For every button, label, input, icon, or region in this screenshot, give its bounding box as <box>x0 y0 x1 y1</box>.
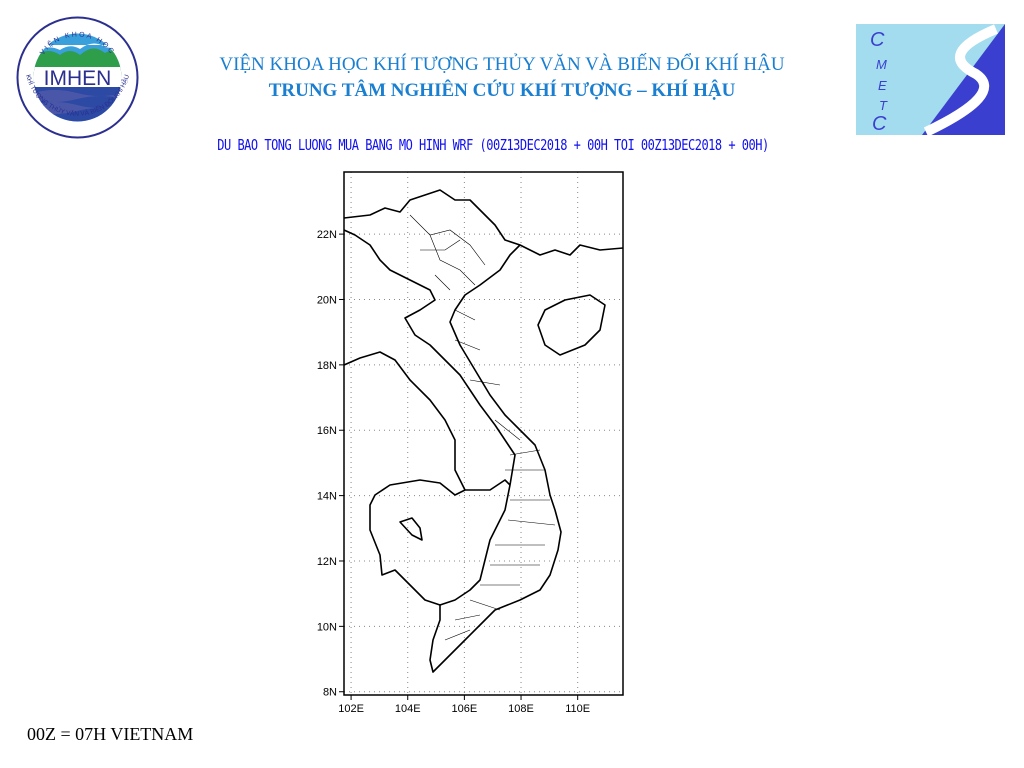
institute-title: VIỆN KHOA HỌC KHÍ TƯỢNG THỦY VĂN VÀ BIẾN… <box>219 54 785 75</box>
lat-tick-label: 18N <box>317 360 337 372</box>
forecast-title: DU BAO TONG LUONG MUA BANG MO HINH WRF (… <box>217 136 769 154</box>
china-coast <box>519 244 624 256</box>
svg-text:IMHEN: IMHEN <box>44 67 112 90</box>
svg-text:M: M <box>876 57 887 72</box>
cambodia-vietnam-border <box>465 479 511 491</box>
map-frame <box>343 171 624 696</box>
svg-text:C: C <box>872 113 887 135</box>
lat-tick-label: 20N <box>317 294 337 306</box>
cmetc-logo: C M E T C <box>856 24 1005 135</box>
lat-tick-label: 8N <box>323 687 337 699</box>
lon-tick-label: 104E <box>395 703 421 715</box>
map-grid <box>344 172 623 695</box>
province-borders <box>409 214 556 641</box>
lon-tick-label: 110E <box>565 703 590 715</box>
svg-text:T: T <box>879 98 888 113</box>
lon-tick-label: 102E <box>338 703 364 715</box>
hainan-island <box>537 294 606 356</box>
timezone-note: 00Z = 07H VIETNAM <box>27 724 194 744</box>
lat-tick-label: 12N <box>317 556 337 568</box>
svg-text:E: E <box>878 78 887 93</box>
lat-tick-label: 22N <box>317 229 337 241</box>
imhen-logo: IMHEN VIỆN KHOA HỌC KHÍ TƯỢNG THỦY VĂN V… <box>16 16 139 139</box>
vietnam-outline <box>343 189 562 673</box>
lon-tick-label: 106E <box>452 703 478 715</box>
coastlines-borders <box>343 189 624 673</box>
cambodia-border <box>369 479 466 606</box>
laos-vietnam-border <box>343 229 516 606</box>
lat-tick-label: 14N <box>317 491 337 503</box>
lon-tick-label: 108E <box>508 703 534 715</box>
lat-tick-label: 16N <box>317 425 337 437</box>
tonle-sap <box>399 517 423 541</box>
center-title: TRUNG TÂM NGHIÊN CỨU KHÍ TƯỢNG – KHÍ HẬU <box>268 80 736 101</box>
laos-thailand-border <box>343 351 466 491</box>
lat-tick-label: 10N <box>317 621 337 633</box>
svg-text:C: C <box>870 29 885 51</box>
